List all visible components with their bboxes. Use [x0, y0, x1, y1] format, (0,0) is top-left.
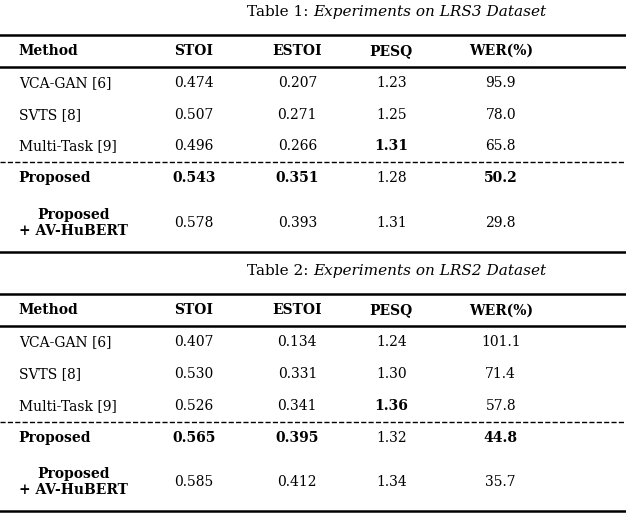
- Text: WER(%): WER(%): [469, 44, 533, 58]
- Text: 65.8: 65.8: [486, 139, 516, 154]
- Text: 0.474: 0.474: [174, 76, 214, 90]
- Text: 1.31: 1.31: [376, 216, 407, 230]
- Text: 0.507: 0.507: [175, 107, 213, 122]
- Text: ESTOI: ESTOI: [272, 44, 322, 58]
- Text: 0.530: 0.530: [175, 367, 213, 381]
- Text: 95.9: 95.9: [486, 76, 516, 90]
- Text: 0.393: 0.393: [278, 216, 317, 230]
- Text: Multi-Task [9]: Multi-Task [9]: [19, 399, 116, 413]
- Text: 1.34: 1.34: [376, 475, 407, 489]
- Text: 57.8: 57.8: [486, 399, 516, 413]
- Text: 1.32: 1.32: [376, 431, 406, 445]
- Text: WER(%): WER(%): [469, 303, 533, 318]
- Text: 29.8: 29.8: [486, 216, 516, 230]
- Text: STOI: STOI: [175, 44, 213, 58]
- Text: 0.395: 0.395: [275, 431, 319, 445]
- Text: 1.28: 1.28: [376, 171, 406, 185]
- Text: Method: Method: [19, 303, 78, 318]
- Text: 1.25: 1.25: [376, 107, 406, 122]
- Text: 0.407: 0.407: [174, 335, 214, 349]
- Text: 0.496: 0.496: [175, 139, 213, 154]
- Text: Experiments on LRS3 Dataset: Experiments on LRS3 Dataset: [313, 5, 546, 19]
- Text: ESTOI: ESTOI: [272, 303, 322, 318]
- Text: Proposed
+ AV-HuBERT: Proposed + AV-HuBERT: [19, 467, 128, 497]
- Text: 0.543: 0.543: [172, 171, 216, 185]
- Text: 50.2: 50.2: [484, 171, 518, 185]
- Text: 1.23: 1.23: [376, 76, 406, 90]
- Text: 0.266: 0.266: [278, 139, 317, 154]
- Text: Experiments on LRS2 Dataset: Experiments on LRS2 Dataset: [313, 264, 546, 278]
- Text: 0.351: 0.351: [275, 171, 319, 185]
- Text: 78.0: 78.0: [486, 107, 516, 122]
- Text: Proposed
+ AV-HuBERT: Proposed + AV-HuBERT: [19, 208, 128, 238]
- Text: 1.30: 1.30: [376, 367, 406, 381]
- Text: Multi-Task [9]: Multi-Task [9]: [19, 139, 116, 154]
- Text: 0.578: 0.578: [175, 216, 213, 230]
- Text: 0.565: 0.565: [172, 431, 216, 445]
- Text: Proposed: Proposed: [19, 431, 91, 445]
- Text: 0.331: 0.331: [278, 367, 317, 381]
- Text: Method: Method: [19, 44, 78, 58]
- Text: 1.36: 1.36: [374, 399, 408, 413]
- Text: SVTS [8]: SVTS [8]: [19, 367, 81, 381]
- Text: 0.412: 0.412: [277, 475, 317, 489]
- Text: Table 1:: Table 1:: [247, 5, 313, 19]
- Text: 0.134: 0.134: [277, 335, 317, 349]
- Text: 0.585: 0.585: [175, 475, 213, 489]
- Text: VCA-GAN [6]: VCA-GAN [6]: [19, 335, 111, 349]
- Text: VCA-GAN [6]: VCA-GAN [6]: [19, 76, 111, 90]
- Text: SVTS [8]: SVTS [8]: [19, 107, 81, 122]
- Text: STOI: STOI: [175, 303, 213, 318]
- Text: Table 2:: Table 2:: [247, 264, 313, 278]
- Text: Proposed: Proposed: [19, 171, 91, 185]
- Text: 0.526: 0.526: [175, 399, 213, 413]
- Text: PESQ: PESQ: [369, 303, 413, 318]
- Text: 35.7: 35.7: [486, 475, 516, 489]
- Text: 1.31: 1.31: [374, 139, 408, 154]
- Text: 0.271: 0.271: [277, 107, 317, 122]
- Text: 0.207: 0.207: [278, 76, 317, 90]
- Text: 71.4: 71.4: [485, 367, 516, 381]
- Text: 44.8: 44.8: [484, 431, 518, 445]
- Text: 101.1: 101.1: [481, 335, 521, 349]
- Text: 0.341: 0.341: [277, 399, 317, 413]
- Text: 1.24: 1.24: [376, 335, 407, 349]
- Text: PESQ: PESQ: [369, 44, 413, 58]
